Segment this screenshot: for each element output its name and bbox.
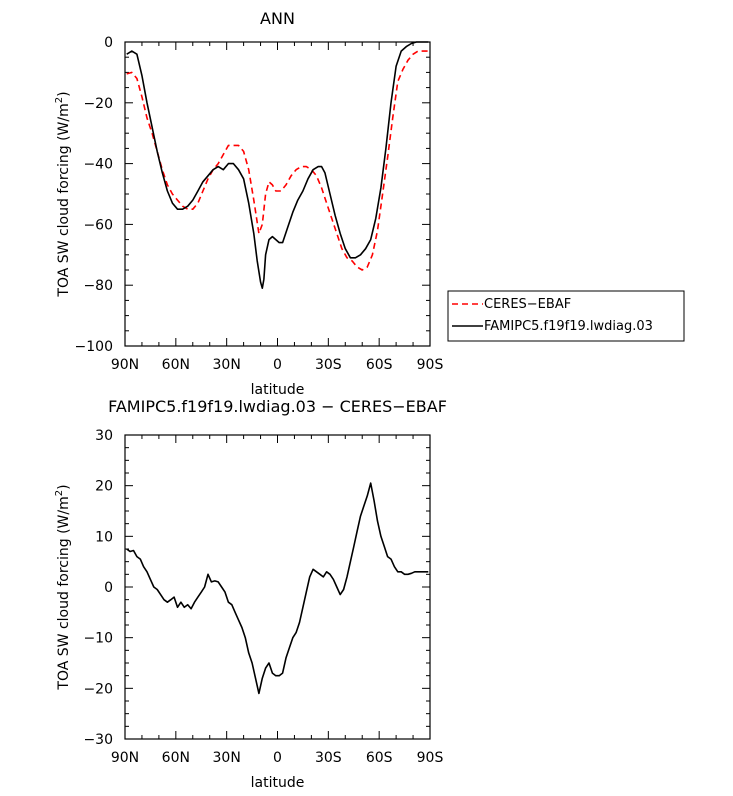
plot-frame — [124, 41, 431, 347]
y-axis-label-close: ) — [56, 484, 72, 489]
x-tick-label: 60N — [162, 750, 190, 766]
y-axis-label-main: TOA SW cloud forcing (W/m — [56, 496, 72, 690]
y-tick-label: −80 — [83, 278, 113, 294]
legend-label-1: FAMIPC5.f19f19.lwdiag.03 — [484, 319, 653, 334]
x-tick-label: 30S — [315, 357, 342, 373]
series-line-1 — [126, 41, 429, 290]
y-tick-label: −20 — [83, 96, 113, 112]
x-tick-label: 90S — [417, 357, 444, 373]
x-tick-label: 90N — [111, 750, 139, 766]
chart-title: FAMIPC5.f19f19.lwdiag.03 − CERES−EBAF — [108, 397, 447, 416]
legend-box — [447, 290, 685, 342]
x-tick-label: 0 — [273, 750, 282, 766]
y-tick-label: 10 — [95, 529, 113, 545]
x-axis-label: latitude — [251, 382, 305, 398]
y-axis-label-main: TOA SW cloud forcing (W/m — [56, 103, 72, 297]
x-tick-label: 30N — [213, 357, 241, 373]
y-tick-label: −20 — [83, 681, 113, 697]
x-axis-label: latitude — [251, 775, 305, 791]
x-tick-label: 30S — [315, 750, 342, 766]
x-tick-label: 90N — [111, 357, 139, 373]
y-tick-label: −100 — [75, 339, 113, 355]
y-axis-label: TOA SW cloud forcing (W/m2) — [54, 484, 72, 690]
x-tick-label: 90S — [417, 750, 444, 766]
y-tick-label: 30 — [95, 428, 113, 444]
series-line-0 — [126, 50, 429, 271]
x-tick-label: 60N — [162, 357, 190, 373]
difference-chart-panel: FAMIPC5.f19f19.lwdiag.03 − CERES−EBAF 90N… — [54, 397, 447, 791]
series-line-0 — [126, 482, 429, 695]
y-tick-label: −40 — [83, 157, 113, 173]
x-tick-label: 0 — [273, 357, 282, 373]
legend-label-0: CERES−EBAF — [484, 297, 571, 312]
x-tick-label: 60S — [366, 750, 393, 766]
y-axis-label: TOA SW cloud forcing (W/m2) — [54, 91, 72, 297]
y-tick-label: 20 — [95, 479, 113, 495]
x-tick-label: 60S — [366, 357, 393, 373]
y-tick-label: −60 — [83, 217, 113, 233]
top-chart-panel: ANN 90N 60N 30N 0 30S 60S 90S 0 −20 −40 −60 −80 −100 l… — [54, 9, 685, 398]
y-axis-label-superscript: 2 — [54, 490, 65, 496]
plot-frame — [124, 434, 431, 740]
x-tick-label: 30N — [213, 750, 241, 766]
chart-title: ANN — [260, 9, 295, 28]
y-tick-label: −10 — [83, 631, 113, 647]
y-tick-label: 0 — [104, 580, 113, 596]
y-tick-label: −30 — [83, 732, 113, 748]
y-tick-label: 0 — [104, 35, 113, 51]
y-axis-label-close: ) — [56, 91, 72, 96]
y-axis-label-superscript: 2 — [54, 97, 65, 103]
